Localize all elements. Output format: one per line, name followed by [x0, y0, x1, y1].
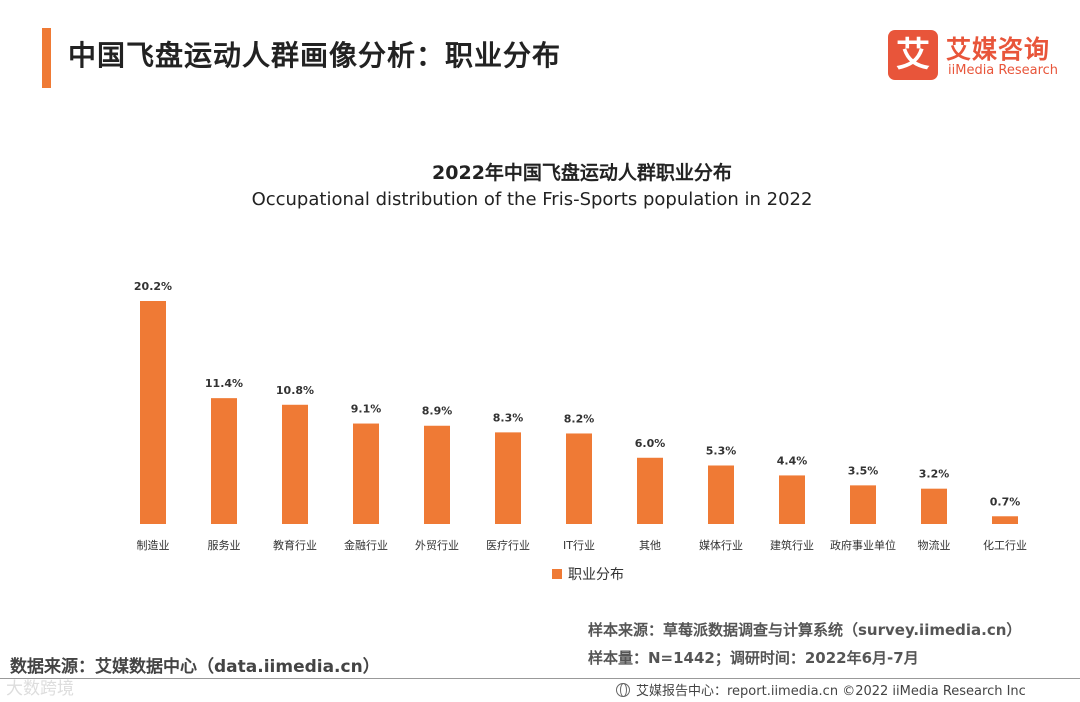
chart-subtitle: Occupational distribution of the Fris-Sp… [251, 189, 813, 210]
category-label-9: 建筑行业 [770, 538, 814, 552]
bar-7 [637, 457, 663, 524]
bar-11 [921, 488, 947, 524]
data-label-11: 3.2% [919, 468, 950, 481]
legend-label: 职业分布 [568, 567, 624, 583]
data-label-9: 4.4% [777, 454, 808, 467]
logo-chinese-name: 艾媒咨询 [946, 35, 1051, 64]
category-label-12: 化工行业 [983, 538, 1027, 552]
legend-swatch [552, 569, 562, 579]
bar-1 [211, 398, 237, 524]
category-label-2: 教育行业 [273, 538, 317, 552]
iimedia-logo: 艾 艾媒咨询 iiMedia Research [888, 30, 1068, 80]
watermark-text: 大数跨境 [6, 679, 74, 699]
logo-english-name: iiMedia Research [948, 63, 1059, 78]
footer-text: 艾媒报告中心：report.iimedia.cn ©2022 iiMedia R… [636, 684, 1026, 699]
bar-8 [708, 465, 734, 524]
logo-mark-icon: 艾 [888, 30, 938, 80]
data-label-2: 10.8% [276, 384, 314, 397]
category-label-1: 服务业 [208, 539, 241, 552]
data-label-8: 5.3% [706, 444, 737, 457]
data-label-4: 8.9% [422, 405, 453, 418]
sample-source-note: 样本来源：草莓派数据调查与计算系统（survey.iimedia.cn） [588, 621, 1022, 639]
category-label-6: IT行业 [563, 539, 595, 552]
bar-3 [353, 423, 379, 524]
title-accent-bar [42, 28, 51, 88]
data-label-3: 9.1% [351, 403, 382, 416]
bar-2 [282, 404, 308, 524]
category-label-3: 金融行业 [344, 538, 388, 552]
data-label-1: 11.4% [205, 377, 243, 390]
category-label-5: 医疗行业 [486, 538, 530, 552]
footer: 艾媒报告中心：report.iimedia.cn ©2022 iiMedia R… [616, 680, 1026, 699]
chart-legend: 职业分布 [552, 564, 624, 584]
bar-9 [779, 475, 805, 524]
category-label-0: 制造业 [137, 538, 170, 552]
data-label-0: 20.2% [134, 280, 172, 293]
category-label-8: 媒体行业 [699, 538, 743, 552]
data-label-10: 3.5% [848, 464, 879, 477]
category-label-7: 其他 [639, 539, 661, 552]
globe-icon [616, 682, 630, 697]
bar-6 [566, 433, 592, 524]
category-label-10: 政府事业单位 [830, 538, 896, 552]
data-label-12: 0.7% [990, 495, 1021, 508]
bar-0 [140, 301, 166, 524]
bar-4 [424, 425, 450, 524]
data-source-note: 数据来源：艾媒数据中心（data.iimedia.cn） [10, 657, 380, 677]
category-label-4: 外贸行业 [415, 539, 459, 552]
bar-12 [992, 516, 1018, 524]
bar-5 [495, 432, 521, 524]
bar-10 [850, 485, 876, 524]
data-label-6: 8.2% [564, 412, 595, 425]
footer-divider [0, 678, 1080, 679]
category-label-11: 物流业 [918, 538, 951, 552]
data-label-7: 6.0% [635, 437, 666, 450]
chart-title: 2022年中国飞盘运动人群职业分布 [432, 162, 732, 184]
page-title: 中国飞盘运动人群画像分析：职业分布 [68, 39, 562, 72]
data-label-5: 8.3% [493, 411, 524, 424]
sample-size-note: 样本量：N=1442；调研时间：2022年6月-7月 [588, 649, 919, 667]
